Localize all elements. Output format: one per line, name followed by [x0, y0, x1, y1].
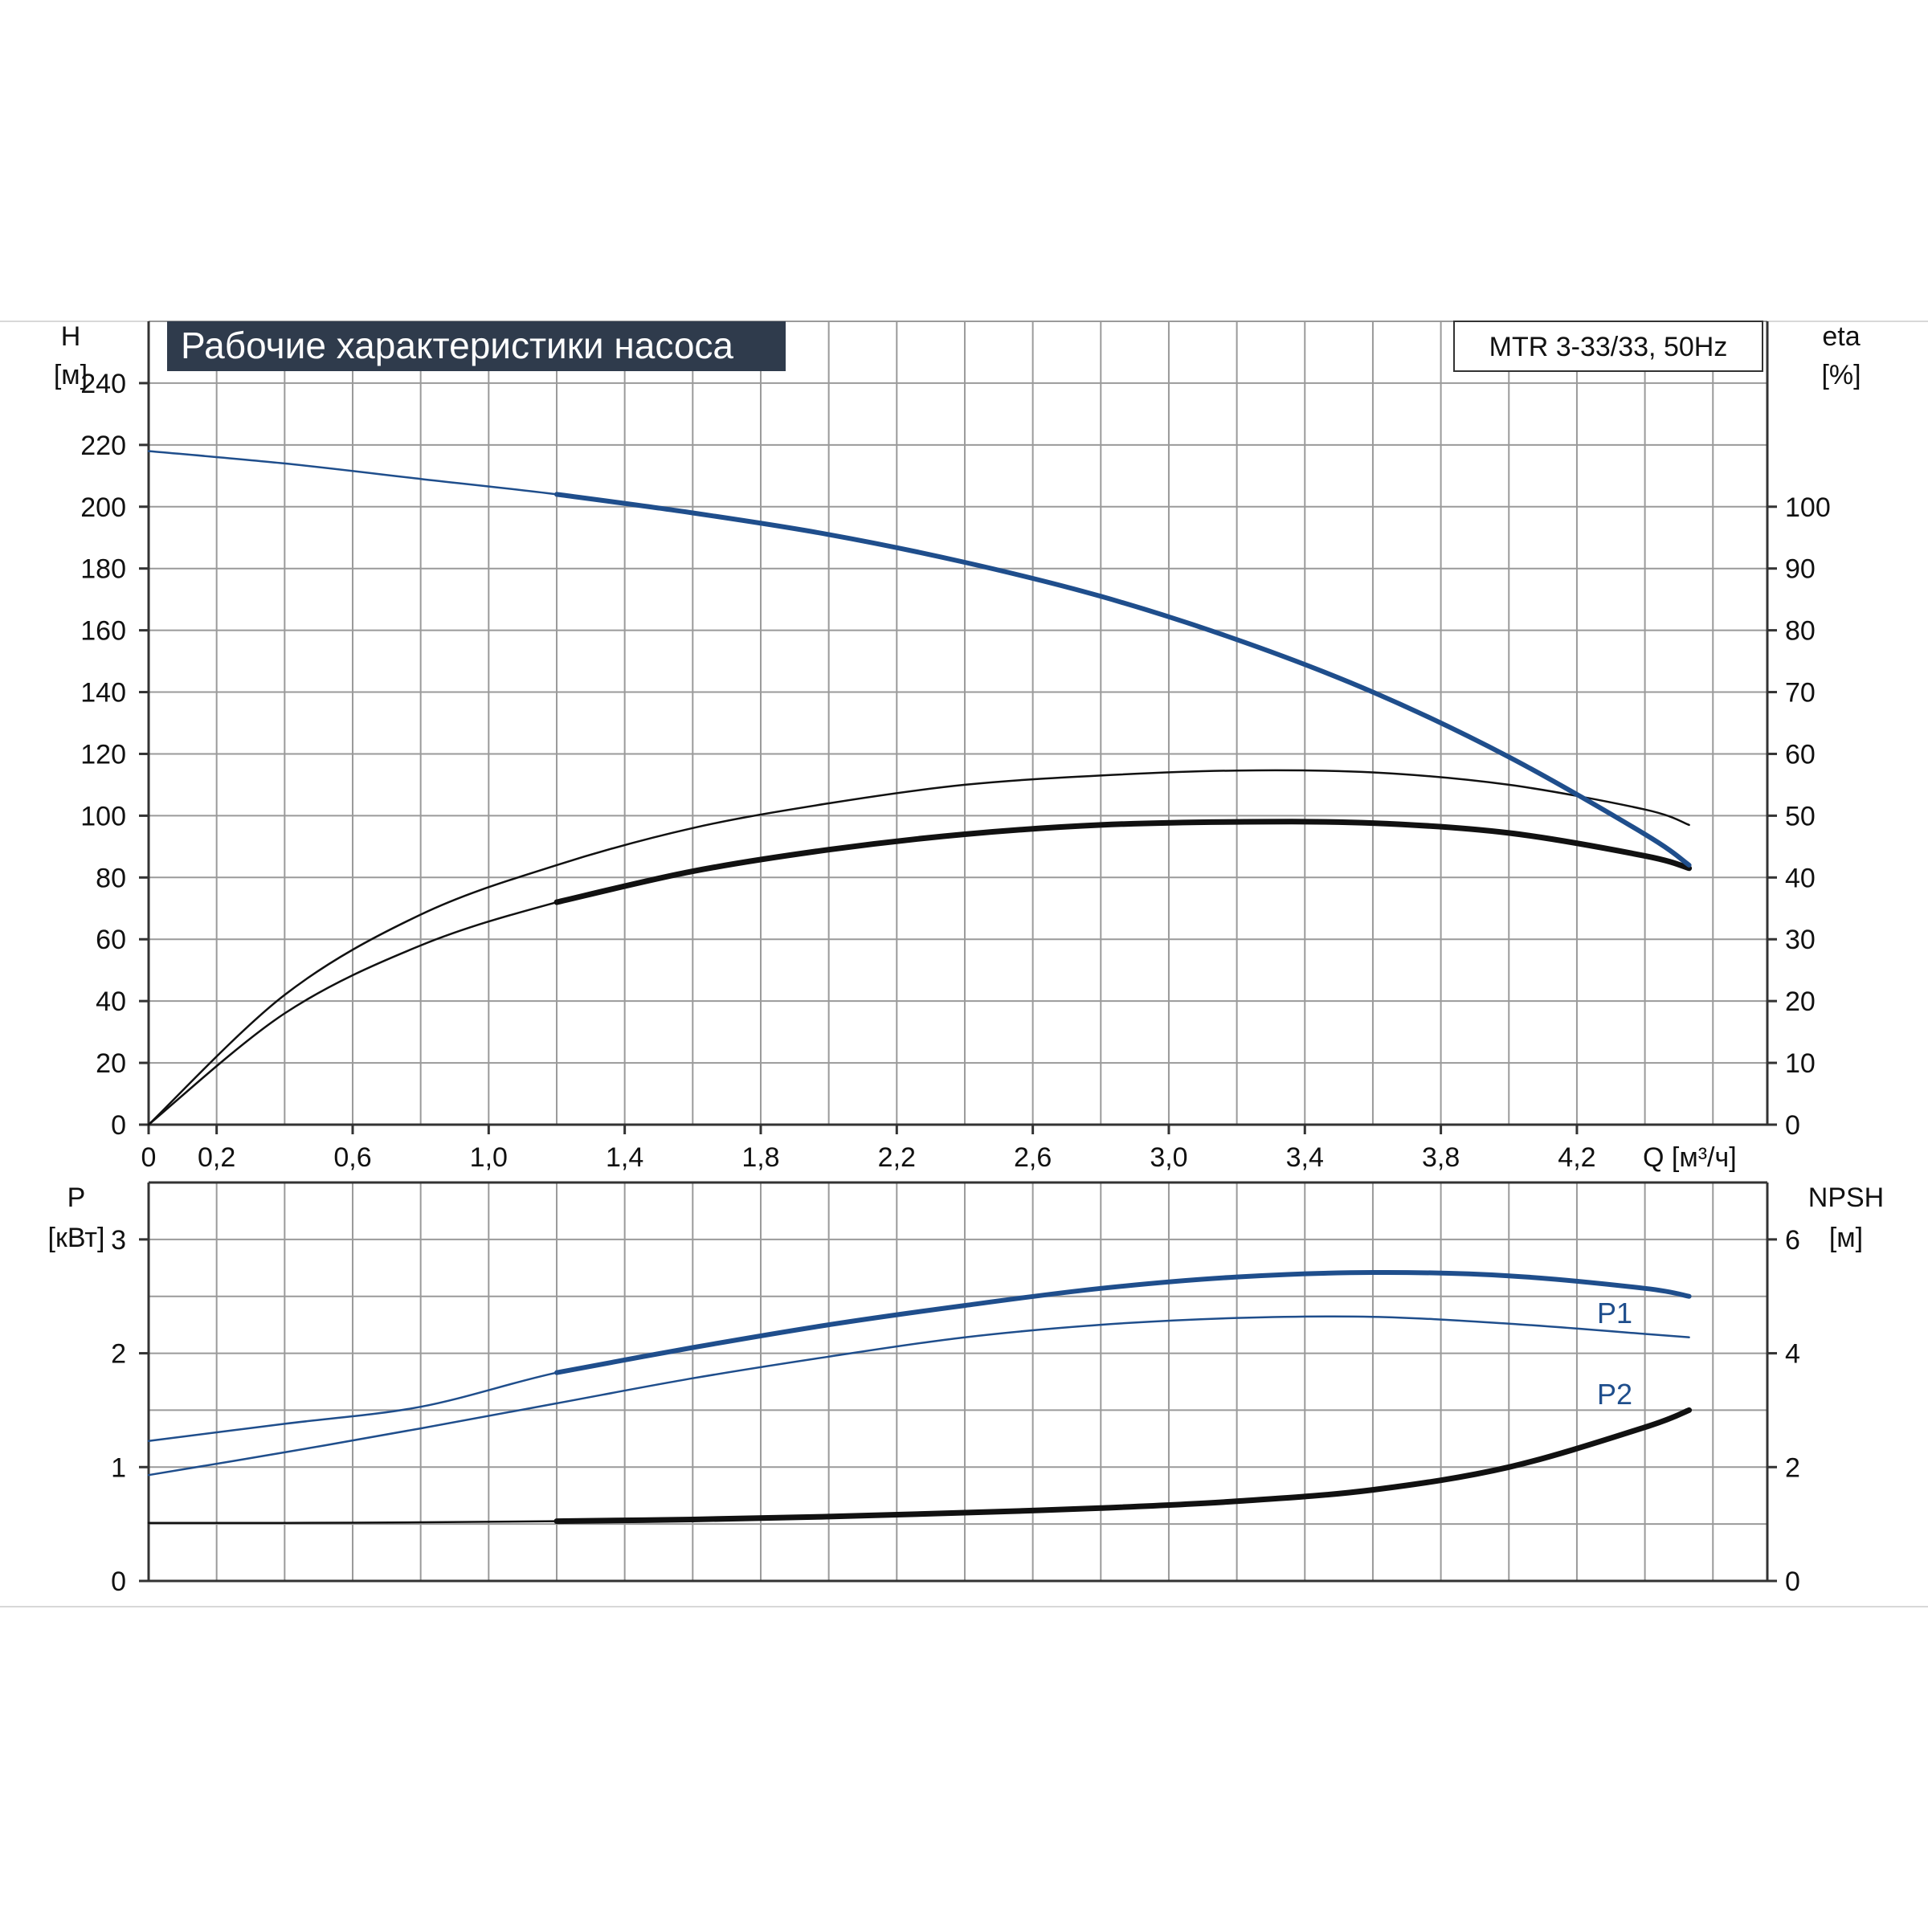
q-tick-label: 4,2 — [1558, 1142, 1595, 1173]
p1-curve-thin — [147, 1271, 1690, 1442]
q-tick-label: 1,4 — [606, 1142, 643, 1173]
h-tick-label: 200 — [80, 492, 126, 523]
eta-tick-label: 100 — [1785, 492, 1831, 523]
p-tick-label: 2 — [111, 1339, 126, 1370]
p-axis-name: P — [67, 1182, 86, 1213]
curves — [147, 450, 1693, 1525]
eta-tick-label: 80 — [1785, 616, 1816, 647]
model-box — [1453, 321, 1763, 372]
npsh-axis-name: NPSH — [1808, 1182, 1884, 1213]
eta-tick-label: 20 — [1785, 986, 1816, 1017]
eta-tick-label: 60 — [1785, 739, 1816, 770]
h-tick-label: 160 — [80, 616, 126, 647]
npsh-tick-label: 4 — [1785, 1339, 1800, 1370]
q-tick-label: 3,8 — [1422, 1142, 1460, 1173]
h-tick-label: 60 — [96, 925, 126, 955]
p2-curve-thin — [147, 1315, 1690, 1477]
p-tick-label: 3 — [111, 1225, 126, 1256]
title-background — [167, 321, 786, 371]
eta-axis-name: eta — [1822, 321, 1860, 352]
q-tick-label: 0,2 — [198, 1142, 235, 1173]
h-tick-label: 220 — [80, 431, 126, 461]
eta-axis-unit: [%] — [1821, 360, 1861, 390]
p1-curve-label: P1 — [1597, 1297, 1632, 1330]
npsh-curve — [553, 1407, 1693, 1525]
head-curve — [554, 492, 1692, 868]
q-tick-label: 3,0 — [1150, 1142, 1187, 1173]
h-tick-label: 140 — [80, 678, 126, 709]
p-axis-unit: [кВт] — [48, 1223, 105, 1253]
eta-total-curve-thin — [147, 820, 1690, 1126]
head-curve-thin — [147, 450, 1690, 867]
npsh-tick-label: 2 — [1785, 1452, 1800, 1483]
h-tick-label: 0 — [111, 1110, 126, 1141]
h-tick-label: 100 — [80, 801, 126, 831]
q-tick-label: 3,4 — [1286, 1142, 1324, 1173]
q-tick-label: 1,0 — [470, 1142, 508, 1173]
chart-title: Рабочие характеристики насоса — [181, 325, 733, 366]
npsh-tick-label: 0 — [1785, 1566, 1800, 1597]
eta-total-curve — [553, 819, 1693, 905]
p1-curve — [554, 1269, 1692, 1375]
h-tick-label: 40 — [96, 986, 126, 1017]
eta-tick-label: 40 — [1785, 863, 1816, 893]
q-axis-label: Q [м³/ч] — [1643, 1142, 1737, 1173]
top-grid — [148, 321, 1767, 1125]
eta-tick-label: 50 — [1785, 801, 1816, 831]
h-tick-label: 80 — [96, 863, 126, 893]
q-tick-label: 0,6 — [333, 1142, 371, 1173]
h-axis-unit: [м] — [54, 360, 88, 390]
q-tick-label: 0 — [141, 1142, 157, 1173]
eta-tick-label: 0 — [1785, 1110, 1800, 1141]
h-tick-label: 180 — [80, 554, 126, 585]
p2-curve-label: P2 — [1597, 1378, 1632, 1411]
eta-tick-label: 70 — [1785, 678, 1816, 709]
eta-tick-label: 10 — [1785, 1048, 1816, 1079]
h-tick-label: 20 — [96, 1048, 126, 1079]
npsh-axis-unit: [м] — [1829, 1223, 1863, 1253]
q-tick-label: 2,6 — [1014, 1142, 1052, 1173]
eta-tick-label: 90 — [1785, 554, 1816, 585]
q-tick-label: 2,2 — [878, 1142, 916, 1173]
bottom-grid — [148, 1182, 1767, 1581]
eta-pump-curve-thin — [147, 769, 1690, 1126]
npsh-tick-label: 6 — [1785, 1225, 1800, 1256]
p-tick-label: 1 — [111, 1452, 126, 1483]
eta-tick-label: 30 — [1785, 925, 1816, 955]
model-label: MTR 3-33/33, 50Hz — [1489, 332, 1728, 362]
h-tick-label: 120 — [80, 739, 126, 770]
h-axis-name: H — [61, 321, 81, 352]
p-tick-label: 0 — [111, 1566, 126, 1597]
q-tick-label: 1,8 — [741, 1142, 779, 1173]
h-tick-label: 240 — [80, 369, 126, 399]
